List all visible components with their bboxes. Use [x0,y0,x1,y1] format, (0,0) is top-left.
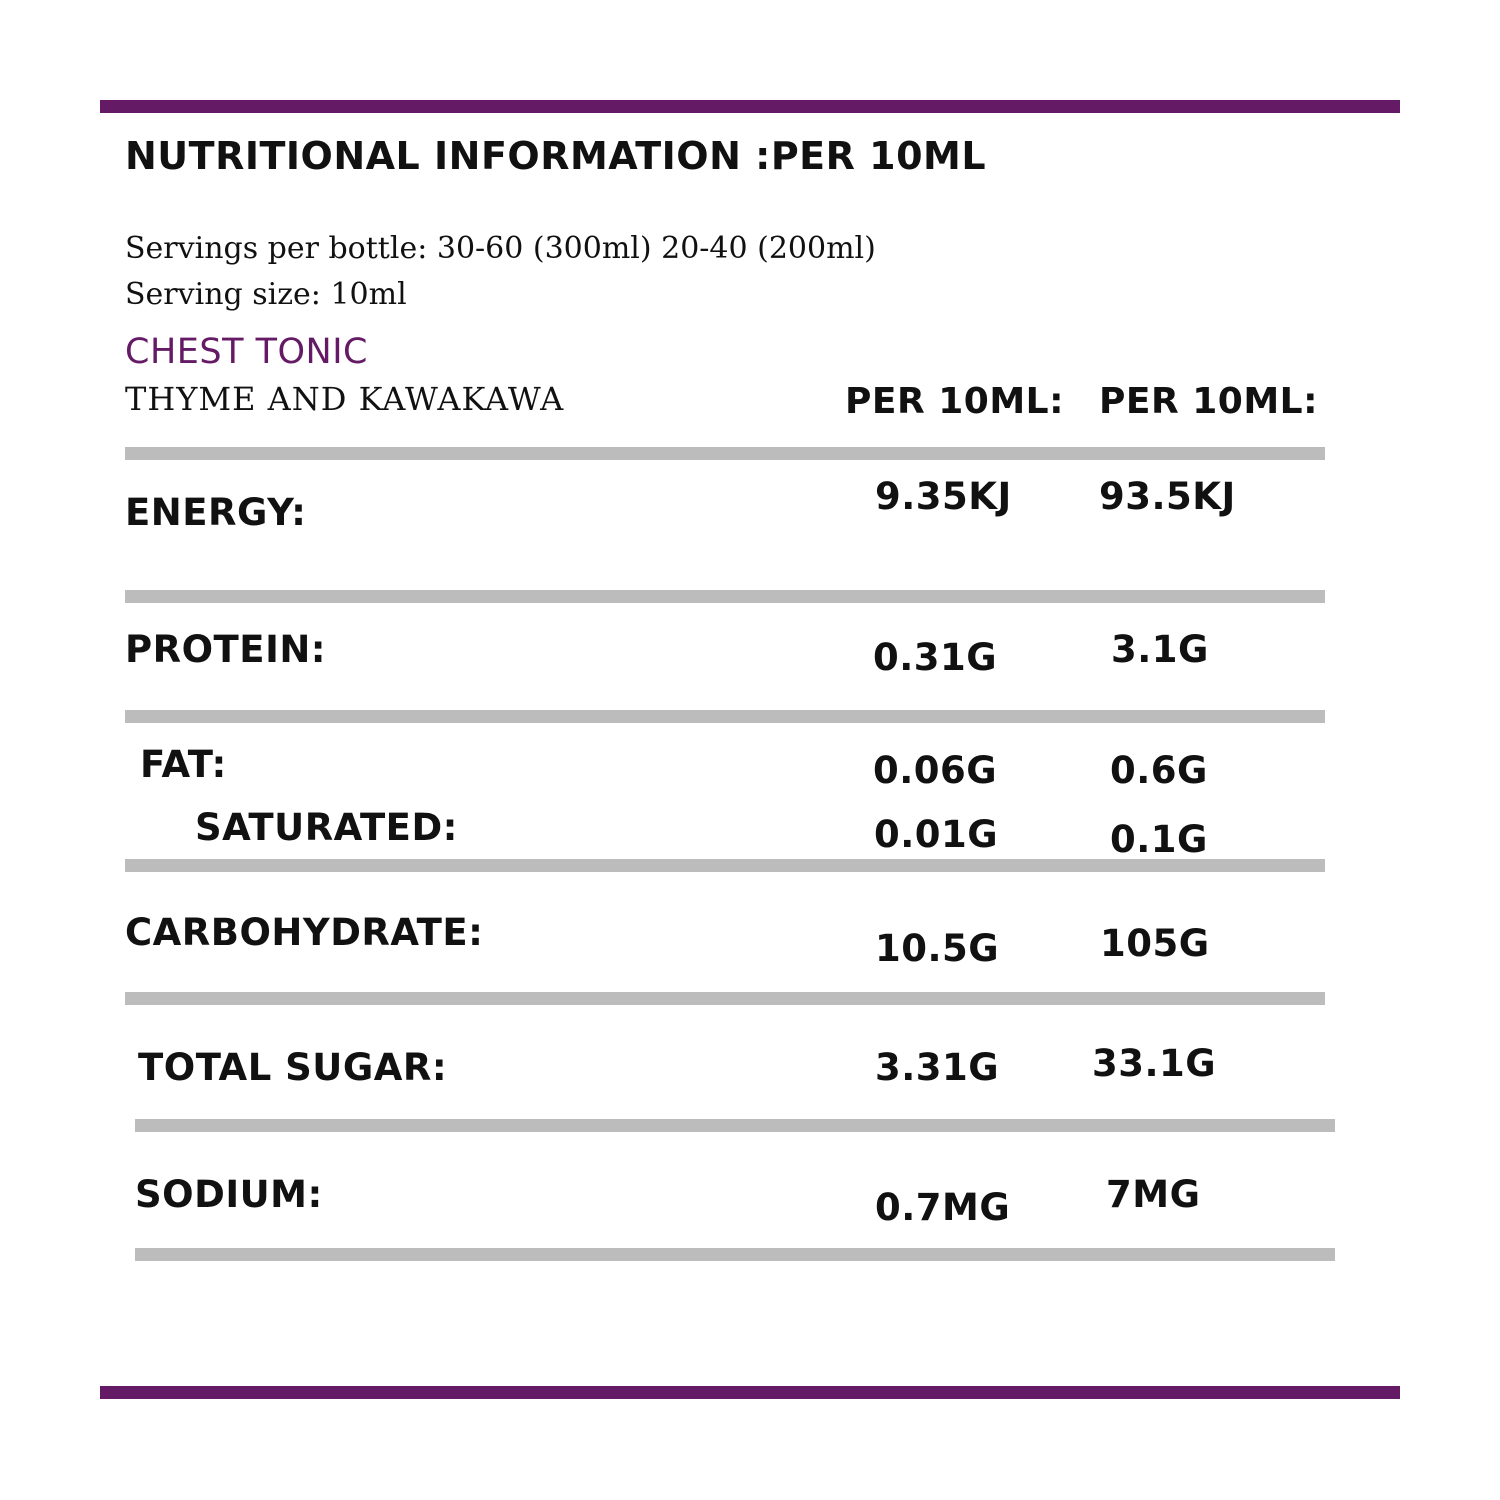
table-divider [125,447,1325,460]
table-divider [135,1119,1335,1132]
table-divider [125,590,1325,603]
column-header-2: PER 10ML: [1099,381,1318,422]
product-subtitle: THYME AND KAWAKAWA [125,380,565,418]
column-header-1: PER 10ML: [845,381,1064,422]
protein-value-1: 0.31G [873,636,998,679]
table-divider [125,710,1325,723]
product-name: CHEST TONIC [125,332,368,372]
row-label-fat: FAT: [140,743,227,786]
row-label-sodium: SODIUM: [135,1173,323,1216]
saturated-value-1: 0.01G [874,813,999,856]
page-title: NUTRITIONAL INFORMATION :PER 10ML [125,134,987,178]
row-label-total-sugar: TOTAL SUGAR: [138,1046,448,1089]
servings-per-bottle: Servings per bottle: 30-60 (300ml) 20-40… [125,231,876,266]
table-divider [125,859,1325,872]
table-divider [125,992,1325,1005]
energy-value-1: 9.35KJ [875,475,1012,518]
sodium-value-2: 7MG [1106,1173,1201,1216]
row-label-energy: ENERGY: [125,491,307,534]
energy-value-2: 93.5KJ [1099,475,1236,518]
carbohydrate-value-1: 10.5G [875,927,1000,970]
row-label-carbohydrate: CARBOHYDRATE: [125,911,484,954]
saturated-value-2: 0.1G [1110,818,1208,861]
total-sugar-value-2: 33.1G [1092,1042,1217,1085]
row-label-protein: PROTEIN: [125,628,327,671]
top-accent-rule [100,100,1400,113]
serving-size: Serving size: 10ml [125,277,407,312]
protein-value-2: 3.1G [1111,628,1209,671]
bottom-accent-rule [100,1386,1400,1399]
row-label-saturated: SATURATED: [195,806,458,849]
carbohydrate-value-2: 105G [1100,922,1210,965]
table-divider [135,1248,1335,1261]
sodium-value-1: 0.7MG [875,1186,1011,1229]
fat-value-1: 0.06G [873,749,998,792]
fat-value-2: 0.6G [1110,749,1208,792]
total-sugar-value-1: 3.31G [875,1046,1000,1089]
